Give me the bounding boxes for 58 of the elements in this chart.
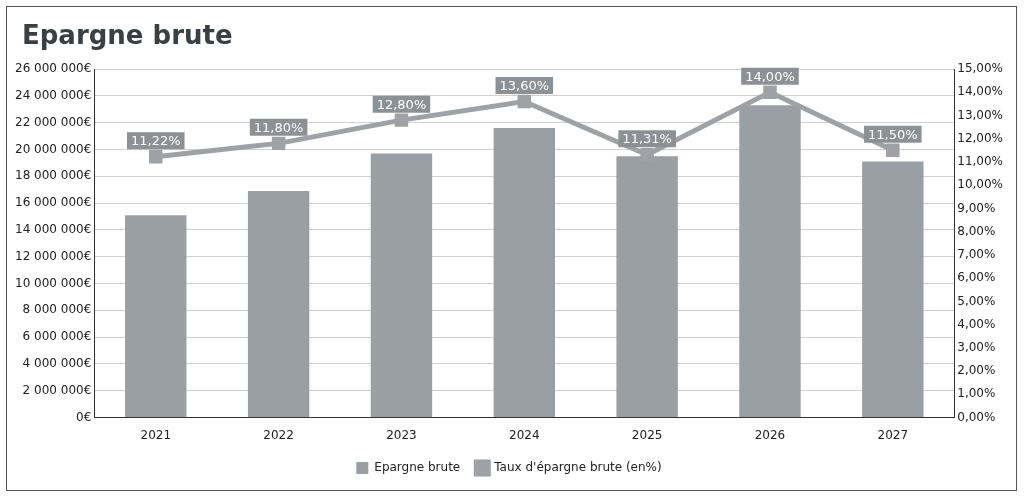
data-label: 11,31% (622, 131, 672, 147)
point (517, 94, 532, 109)
bar (247, 191, 310, 418)
y2-tick-label: 15,00% (957, 61, 1004, 76)
x-tick-label: 2024 (509, 427, 540, 442)
y-tick-label: 14 000 000€ (15, 222, 92, 237)
data-label: 11,50% (868, 126, 918, 142)
y2-tick-label: 14,00% (957, 84, 1004, 99)
x-tick-label: 2023 (386, 427, 417, 442)
x-tick-label: 2021 (140, 427, 172, 442)
y-tick-label: 0€ (76, 409, 92, 424)
bar (862, 161, 924, 418)
y-tick-label: 10 000 000€ (15, 275, 92, 290)
x-tick-label: 2022 (263, 427, 294, 442)
data-label: 14,00% (745, 68, 795, 84)
data-label: 12,80% (376, 96, 427, 112)
bar (370, 153, 433, 418)
point (149, 150, 163, 164)
y-tick-label: 12 000 000€ (15, 248, 92, 263)
y-tick-label: 22 000 000€ (15, 114, 92, 129)
y2-tick-label: 5,00% (957, 293, 996, 308)
y-tick-label: 4 000 000€ (22, 356, 92, 371)
y2-tick-label: 6,00% (957, 270, 996, 285)
y-tick-label: 24 000 000€ (15, 87, 92, 102)
x-tick-label: 2027 (877, 427, 909, 442)
y-tick-label: 20 000 000€ (15, 141, 92, 156)
y2-tick-label: 1,00% (957, 386, 996, 401)
y-tick-label: 8 000 000€ (22, 302, 92, 317)
chart-title: Epargne brute (22, 20, 233, 50)
y2-tick-label: 3,00% (957, 340, 996, 355)
y2-tick-label: 9,00% (957, 200, 996, 215)
y2-tick-label: 13,00% (957, 107, 1004, 122)
y2-tick-label: 4,00% (957, 316, 996, 331)
point (271, 136, 286, 151)
y2-tick-label: 11,00% (957, 154, 1004, 169)
data-label: 13,60% (499, 77, 550, 93)
y2-tick-label: 12,00% (957, 130, 1004, 145)
y2-tick-label: 0,00% (957, 409, 996, 424)
y-tick-label: 6 000 000€ (22, 329, 92, 344)
x-tick-label: 2025 (631, 427, 663, 442)
bar (493, 127, 555, 418)
y2-tick-label: 2,00% (957, 363, 996, 378)
y-tick-label: 18 000 000€ (15, 168, 92, 183)
data-label: 11,80% (253, 119, 304, 135)
point (886, 143, 900, 158)
legend-label: Taux d'épargne brute (en%) (493, 460, 662, 475)
point (763, 85, 777, 99)
y-tick-label: 26 000 000€ (15, 61, 92, 76)
bar (125, 215, 187, 418)
x-tick-label: 2026 (754, 427, 786, 442)
point (394, 113, 409, 127)
y2-tick-label: 7,00% (957, 247, 996, 262)
y-tick-label: 16 000 000€ (15, 195, 92, 210)
legend-label: Epargne brute (374, 460, 461, 475)
y2-tick-label: 8,00% (957, 223, 996, 238)
data-label: 11,22% (130, 133, 181, 149)
y-tick-label: 2 000 000€ (22, 382, 92, 397)
y2-tick-label: 10,00% (957, 177, 1004, 192)
